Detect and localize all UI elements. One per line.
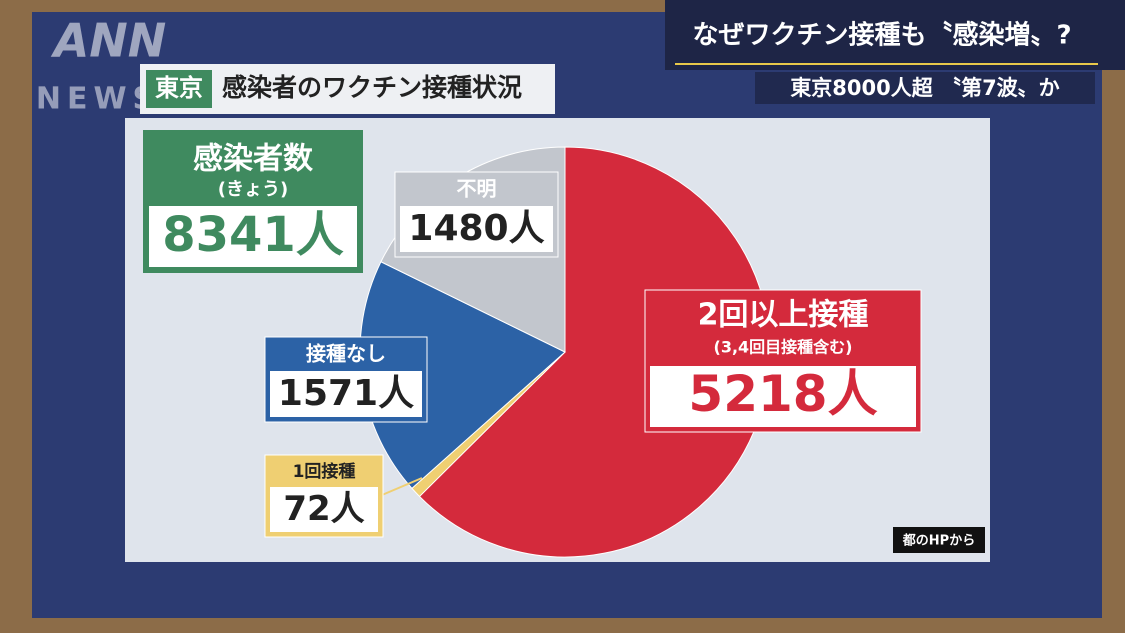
value-label: 1571人 (278, 373, 414, 414)
title-tag: 東京 (155, 74, 203, 102)
category-label: 1回接種 (293, 461, 356, 482)
value-box (400, 206, 553, 252)
value-label: 5218人 (688, 365, 877, 423)
value-box (650, 366, 916, 427)
value-box (270, 487, 378, 532)
value-box (270, 371, 422, 417)
headline: なぜワクチン接種も〝感染増〟? (692, 20, 1071, 51)
source-box (893, 527, 985, 553)
total-value: 8341人 (162, 207, 344, 263)
logo-sub: NEWS (36, 82, 160, 117)
annotation: (3,4回目接種含む) (714, 338, 853, 357)
value-label: 1480人 (408, 208, 544, 249)
category-label: 2回以上接種 (698, 298, 869, 333)
subline-bar (755, 72, 1095, 104)
category-label: 不明 (457, 177, 497, 201)
leader-line (381, 477, 423, 496)
total-title: 感染者数 (193, 142, 314, 177)
category-label: 接種なし (306, 342, 386, 366)
total-value-box (149, 206, 357, 267)
title-tag-box (146, 70, 212, 108)
headline-bar (665, 0, 1125, 70)
chart-title: 感染者のワクチン接種状況 (222, 73, 522, 102)
source: 都のHPから (902, 533, 975, 549)
logo: ANN (51, 14, 167, 68)
total-subtitle: (きょう) (218, 179, 288, 200)
subline: 東京8000人超 〝第7波〟か (790, 76, 1059, 100)
value-label: 72人 (283, 489, 364, 529)
slice-labels: 2回以上接種 (3,4回目接種含む) 5218人 1回接種 72人 接種なし 1571人 不明… (264, 171, 922, 538)
